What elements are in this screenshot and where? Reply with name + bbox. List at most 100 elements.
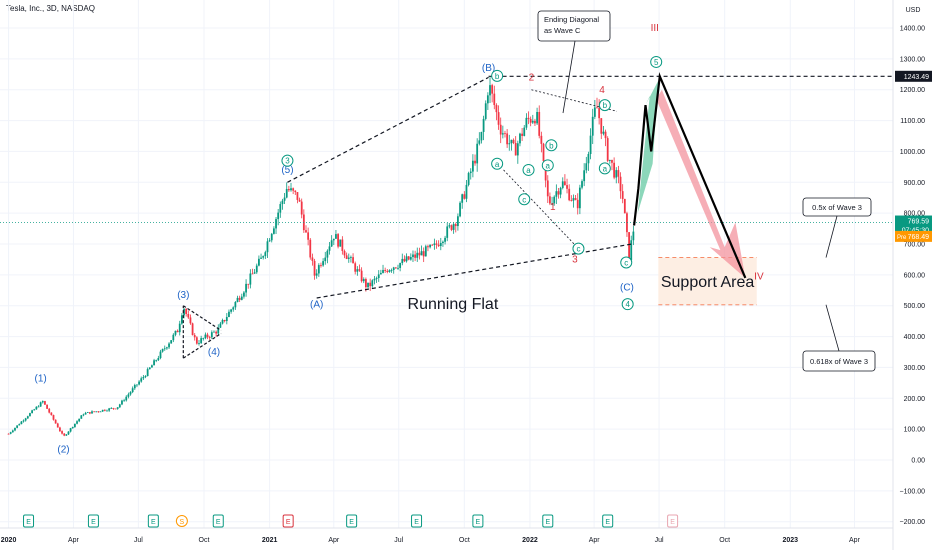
candle-body — [26, 416, 29, 419]
candle-body — [206, 334, 209, 338]
candle-body — [174, 330, 177, 335]
channel-upper-line — [287, 76, 489, 183]
candle-body — [617, 170, 620, 177]
candle-body — [210, 332, 213, 338]
event-letter: S — [180, 519, 185, 526]
candle-body — [337, 234, 339, 247]
candle-body — [324, 257, 327, 262]
candle-body — [18, 424, 21, 426]
candle-body — [245, 283, 247, 293]
candle-body — [279, 204, 282, 213]
candle-body — [501, 133, 504, 135]
price-axis: USD 1400.00 1300.00 1200.00 1100.00 1000.00 90… — [892, 0, 932, 550]
candle-body — [97, 411, 100, 413]
running-flat-label: Running Flat — [408, 296, 499, 313]
candle-body — [67, 431, 70, 435]
candle-body — [416, 252, 419, 258]
price-tick-label: −100.00 — [900, 488, 926, 495]
candle-body — [632, 231, 635, 241]
candle-body — [420, 251, 423, 256]
wave-circle-label: 4 — [625, 300, 630, 309]
wave-label: IV — [754, 271, 764, 282]
candle-body — [587, 154, 590, 164]
price-tick-label: 1200.00 — [900, 87, 925, 94]
candle-body — [409, 257, 412, 260]
candle-body — [326, 250, 329, 258]
candle-body — [469, 171, 472, 174]
event-letter: E — [151, 519, 156, 526]
candle-body — [444, 237, 446, 242]
wave-label: (A) — [310, 299, 323, 310]
candle-body — [116, 407, 119, 409]
candle-body — [142, 377, 145, 379]
earnings-event-icon — [147, 514, 159, 528]
candle-body — [484, 103, 487, 119]
diagonal-lower-line — [503, 169, 578, 248]
candle-body — [589, 135, 592, 155]
candle-body — [578, 187, 581, 209]
candle-body — [486, 95, 489, 104]
candle-body — [480, 131, 483, 141]
wave-label: (3) — [177, 290, 189, 301]
candle-body — [183, 308, 185, 316]
candle-body — [394, 267, 397, 269]
earnings-event-icon — [23, 514, 35, 528]
candle-body — [200, 338, 203, 344]
candle-body — [234, 302, 237, 308]
wave-circle — [572, 242, 585, 255]
price-tick-label: 500.00 — [904, 303, 926, 310]
candle-body — [146, 369, 149, 377]
candle-body — [534, 120, 536, 124]
candle-body — [613, 162, 616, 178]
candle-body — [215, 331, 218, 334]
candle-body — [123, 400, 126, 402]
candle-body — [56, 423, 59, 428]
candle-body — [619, 176, 622, 192]
price-badge — [895, 230, 932, 242]
candle-body — [551, 203, 553, 205]
candle-body — [454, 224, 457, 227]
price-axis-bg — [893, 0, 932, 550]
candle-body — [407, 256, 410, 260]
candle-body — [604, 131, 607, 139]
candle-body — [362, 279, 365, 282]
candle-body — [382, 270, 384, 273]
candle-body — [373, 278, 376, 281]
candle-body — [345, 255, 348, 259]
candle-body — [39, 402, 42, 407]
candle-body — [540, 135, 543, 144]
candle-body — [272, 228, 275, 234]
candle-body — [277, 212, 280, 220]
candle-body — [140, 378, 143, 382]
candle-body — [144, 376, 147, 378]
candle-body — [14, 427, 16, 431]
price-badge-label: 768.49 — [908, 234, 930, 241]
candle-body — [20, 421, 23, 425]
price-tick-label: 1100.00 — [900, 118, 925, 125]
wave-circle-label: b — [495, 72, 500, 81]
candle-body — [347, 257, 350, 259]
candle-body — [514, 142, 517, 156]
candle-body — [112, 408, 115, 409]
candle-body — [65, 434, 68, 436]
wave-circle — [598, 162, 611, 175]
price-tick-label: 1300.00 — [900, 56, 925, 63]
wave-label: (4) — [208, 347, 220, 358]
candle-body — [529, 118, 532, 123]
candle-body — [223, 319, 226, 322]
candle-body — [204, 334, 207, 339]
candle-body — [151, 365, 153, 368]
price-tick-label: 200.00 — [904, 396, 926, 403]
triangle-top-line — [182, 305, 222, 331]
candle-body — [427, 246, 429, 248]
chart-title: Tesla, Inc., 3D, NASDAQ — [6, 4, 95, 13]
candle-body — [392, 267, 395, 270]
support-area-label: Support Area — [661, 274, 755, 291]
candle-body — [232, 307, 235, 310]
earnings-event-icon — [282, 514, 294, 528]
earnings-event-icon — [667, 514, 679, 528]
candle-body — [170, 340, 173, 344]
price-badge-prefix: Pre — [897, 235, 907, 241]
